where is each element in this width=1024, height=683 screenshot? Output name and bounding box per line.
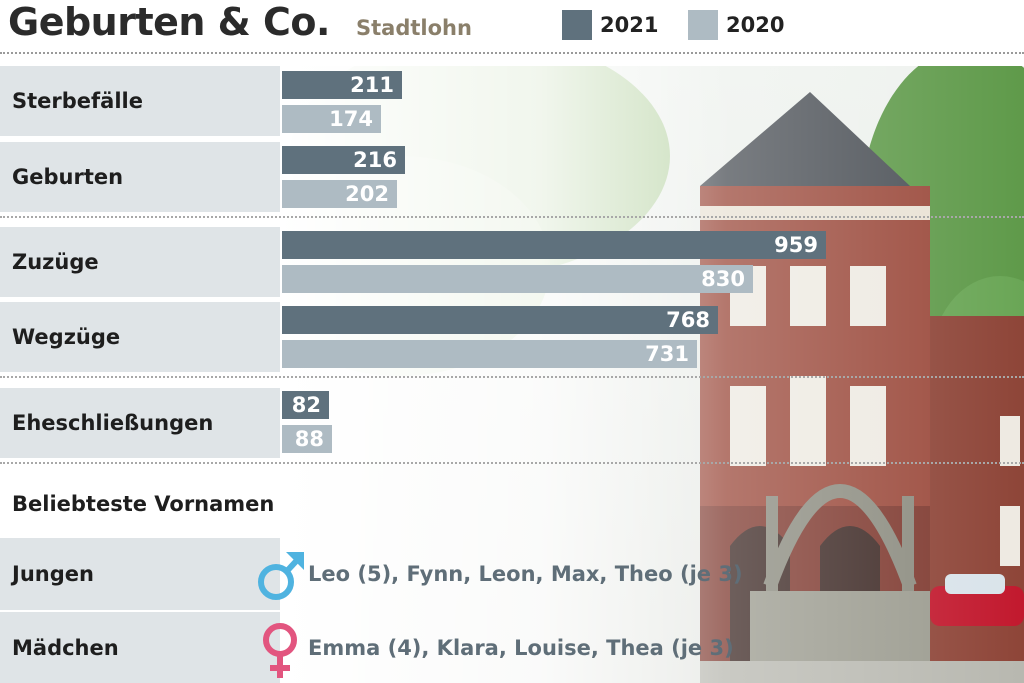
- female-symbol-icon: [263, 623, 297, 678]
- legend-label-2021: 2021: [600, 13, 659, 37]
- legend-item-2020: 2020: [688, 10, 784, 40]
- bar-value-label: 202: [345, 182, 389, 206]
- bar-wegzuege-2020: 731: [282, 340, 697, 368]
- legend-label-2020: 2020: [726, 13, 785, 37]
- bar-value-label: 211: [350, 73, 394, 97]
- bar-wegzuege-2021: 768: [282, 306, 718, 334]
- category-label-zuzuege: Zuzüge: [0, 227, 280, 297]
- bar-value-label: 216: [353, 148, 397, 172]
- bar-zuzuege-2020: 830: [282, 265, 753, 293]
- section-divider: [0, 376, 1024, 378]
- bar-value-label: 174: [329, 107, 373, 131]
- names-girls-text: Emma (4), Klara, Louise, Thea (je 3): [308, 636, 734, 660]
- category-label-sterbefaelle: Sterbefälle: [0, 66, 280, 136]
- category-label-eheschliessungen: Eheschließungen: [0, 388, 280, 458]
- chart-title: Geburten & Co.: [8, 0, 330, 44]
- section-divider: [0, 462, 1024, 464]
- bar-value-label: 731: [645, 342, 689, 366]
- bar-value-label: 82: [291, 393, 321, 417]
- names-heading: Beliebteste Vornamen: [12, 492, 275, 516]
- category-label-wegzuege: Wegzüge: [0, 302, 280, 372]
- bar-zuzuege-2021: 959: [282, 231, 826, 259]
- bar-value-label: 768: [666, 308, 710, 332]
- legend-swatch-2020: [688, 10, 718, 40]
- bar-sterbefaelle-2020: 174: [282, 105, 381, 133]
- bar-geburten-2021: 216: [282, 146, 405, 174]
- male-symbol-icon: [258, 552, 304, 600]
- bar-geburten-2020: 202: [282, 180, 397, 208]
- bar-value-label: 88: [294, 427, 324, 451]
- header-divider: [0, 52, 1024, 54]
- chart-subtitle: Stadtlohn: [356, 16, 472, 40]
- background-photo: [280, 66, 1024, 683]
- bar-eheschliessungen-2020: 88: [282, 425, 332, 453]
- bar-value-label: 959: [774, 233, 818, 257]
- bar-value-label: 830: [701, 267, 745, 291]
- bar-eheschliessungen-2021: 82: [282, 391, 329, 419]
- category-label-geburten: Geburten: [0, 142, 280, 212]
- legend-item-2021: 2021: [562, 10, 658, 40]
- names-label-boys: Jungen: [0, 538, 280, 610]
- names-label-girls: Mädchen: [0, 612, 280, 683]
- bar-sterbefaelle-2021: 211: [282, 71, 402, 99]
- legend-swatch-2021: [562, 10, 592, 40]
- chart-header: Geburten & Co. Stadtlohn 2021 2020: [0, 0, 1024, 52]
- names-boys-text: Leo (5), Fynn, Leon, Max, Theo (je 3): [308, 562, 743, 586]
- section-divider: [0, 216, 1024, 218]
